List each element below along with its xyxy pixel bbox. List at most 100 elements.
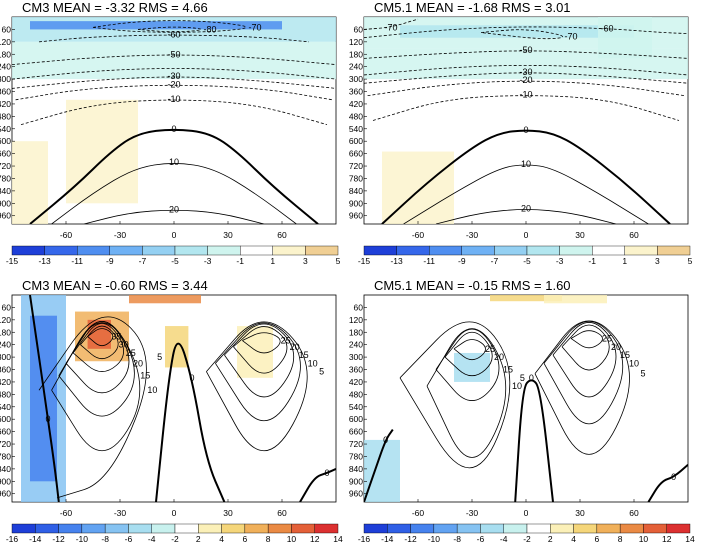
colorbar-swatch [142,245,176,256]
contour-label: 20 [169,205,179,215]
x-tick-label: 30 [575,230,585,240]
contour-line [72,323,124,372]
colorbar-swatch [410,523,435,534]
colorbar-tick-label: -2 [523,534,531,544]
colorbar-tick-label: -14 [29,534,42,544]
colorbar-tick-label: -6 [477,534,485,544]
y-tick-label: 660 [0,427,11,437]
contour-label: 30 [119,340,129,350]
contour-label: 15 [503,365,513,375]
contour-label: 0 [45,414,50,424]
contour-line [453,339,486,361]
contour-line [51,163,297,224]
contour-line [364,64,688,76]
x-tick-label: -30 [466,508,479,518]
colorbar-swatch [387,523,411,534]
colorbar-tick-label: -10 [76,534,89,544]
colorbar-tick-label: -4 [500,534,508,544]
contour-line [561,324,610,371]
contour-label: 15 [299,350,309,360]
y-tick-label: 360 [0,87,11,97]
contour-label: 20 [290,342,300,352]
y-tick-label: 840 [0,464,11,474]
colorbar-swatch [461,245,495,256]
colorbar-tick-label: 6 [594,534,599,544]
colorbar-swatch [305,245,339,256]
colorbar-tick-label: -6 [125,534,133,544]
colorbar-swatch [221,523,246,534]
contour-line [20,99,328,126]
contour-label: 0 [383,435,388,445]
colorbar-tick-label: -11 [71,256,83,266]
y-tick-label: 240 [349,340,363,350]
colorbar-swatch [58,523,83,534]
shade-cell [129,295,201,304]
colorbar-tick-label: 1 [270,256,275,266]
colorbar-swatch [81,523,106,534]
colorbar-swatch [207,245,241,256]
contour-label: 0 [189,373,194,383]
y-tick-label: 60 [2,302,12,312]
panel-cm51-bottom: CM5.1 MEAN = -0.15 RMS = 1.60 25 20 15 10 5 25… [349,278,701,544]
y-tick-label: 600 [0,414,11,424]
colorbar-swatch [494,245,528,256]
contour-line [364,50,688,59]
colorbar-tick-label: 14 [333,534,343,544]
y-tick-label: 540 [349,402,363,412]
colorbar-tick-label: -1 [588,256,596,266]
y-tick-label: 900 [0,198,11,208]
x-tick-label: -60 [60,508,73,518]
y-tick-label: 480 [0,111,11,121]
contour-label: 10 [521,159,531,169]
contour-line [38,316,147,499]
y-tick-label: 900 [0,476,11,486]
contour-label: 10 [169,157,179,167]
contour-label: 25 [485,344,495,354]
contour-line [137,26,202,33]
y-tick-label: 420 [349,377,363,387]
colorbar-swatch [480,523,504,534]
y-tick-label: 300 [349,352,363,362]
y-tick-label: 120 [349,37,363,47]
colorbar-tick-label: 2 [548,534,553,544]
contour-label: -10 [167,94,180,104]
colorbar-tick-label: -16 [6,534,19,544]
shade-cell [400,25,634,38]
contour-label: -70 [384,22,397,32]
x-tick-label: 0 [172,230,177,240]
colorbar-swatch [657,245,691,256]
shade-cell [454,352,490,382]
colorbar-swatch [624,245,658,256]
colorbar-swatch [128,523,152,534]
y-tick-label: 720 [349,439,363,449]
y-tick-label: 720 [349,161,363,171]
x-tick-label: -30 [466,230,479,240]
colorbar-tick-label: -3 [204,256,212,266]
colorbar-tick-label: 10 [639,534,649,544]
contour-line [372,95,680,121]
colorbar-swatch [428,245,462,256]
y-tick-label: 420 [349,99,363,109]
contour-label: 10 [512,381,522,391]
y-tick-label: 60 [354,24,364,34]
contour-line [543,320,624,425]
colorbar-swatch [104,523,129,534]
shade-cell [12,41,336,80]
colorbar-tick-label: -2 [171,534,179,544]
colorbar-tick-label: 5 [688,256,693,266]
colorbar-tick-label: 12 [662,534,672,544]
colorbar-swatch [272,245,306,256]
y-tick-label: 360 [349,87,363,97]
y-tick-label: 840 [349,464,363,474]
contour-label: -50 [167,49,180,59]
y-tick-label: 900 [349,198,363,208]
contour-label: -10 [519,90,532,100]
contour-line [480,29,563,40]
chart-svg: CM3 MEAN = -3.32 RMS = 4.66-70-80-60-50-… [0,0,341,266]
contour-line [29,295,60,502]
colorbar-tick-label: -9 [106,256,114,266]
colorbar-swatch [619,523,644,534]
colorbar-swatch [291,523,315,534]
contour-line [51,322,141,451]
y-tick-label: 180 [349,327,363,337]
